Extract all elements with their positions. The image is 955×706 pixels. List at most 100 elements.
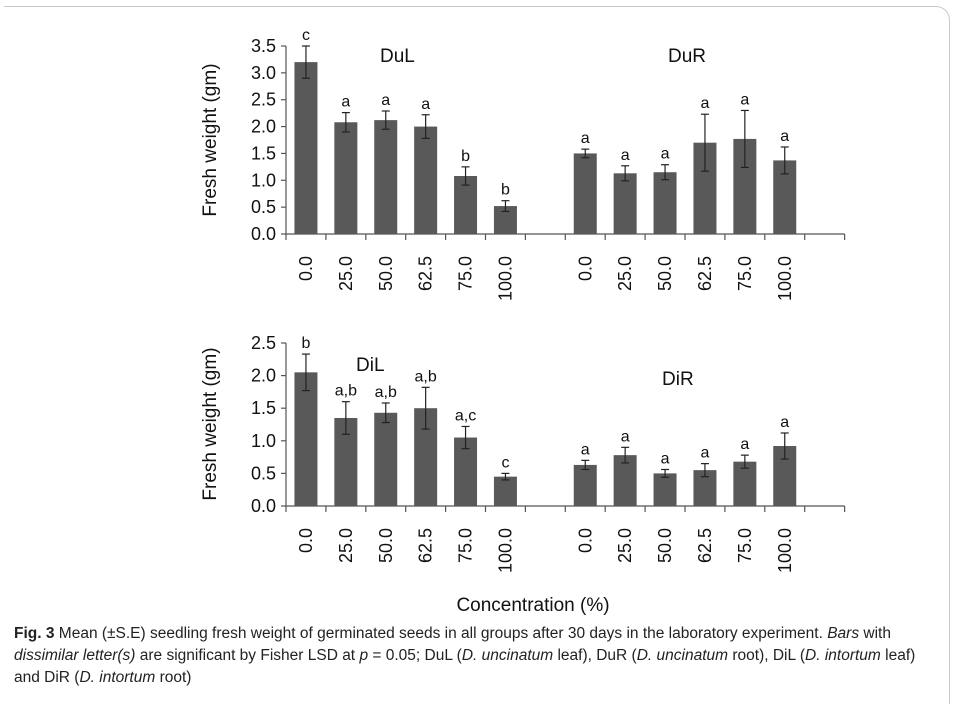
top-category-label: 62.5 (695, 256, 715, 291)
top-category-label: 0.0 (575, 256, 595, 281)
bottom-y-tick-label: 2.0 (251, 366, 276, 386)
top-y-tick-label: 1.5 (251, 143, 276, 163)
caption-text-5: are significant by Fisher LSD at (135, 647, 360, 664)
top-bar-DuR-3 (693, 142, 717, 234)
top-bar-DuR-2 (653, 172, 677, 234)
bottom-category-label: 25.0 (615, 528, 635, 563)
top-group-label: DuR (668, 46, 706, 67)
top-significance-letter: a (341, 94, 350, 111)
figure-caption: Fig. 3 Mean (±S.E) seedling fresh weight… (14, 623, 944, 689)
bottom-group-label: DiL (356, 355, 385, 376)
top-bar-DuR-0 (573, 153, 597, 234)
bottom-significance-letter: a (780, 414, 789, 431)
top-y-tick-label: 3.0 (251, 63, 276, 83)
bottom-y-tick-label: 1.0 (251, 431, 276, 451)
bottom-group-label: DiR (662, 369, 694, 390)
chart-top: 0.0 0.5 1.0 1.5 2.0 2.5 3.0 3.5 Fresh weight (gm… (200, 27, 846, 301)
bottom-y-tick-label: 0.0 (251, 496, 276, 516)
bottom-category-label: 0.0 (296, 528, 316, 553)
top-significance-letter: b (501, 182, 510, 199)
bottom-significance-letter: b (301, 335, 310, 352)
top-significance-letter: a (421, 96, 430, 113)
bottom-category-label: 100.0 (775, 528, 795, 573)
top-significance-letter: a (381, 92, 390, 109)
top-significance-letter: a (700, 95, 709, 112)
top-category-label: 75.0 (735, 256, 755, 291)
bottom-y-tick-label: 2.5 (251, 333, 276, 353)
bottom-category-label: 62.5 (695, 528, 715, 563)
top-bar-DuL-3 (414, 126, 438, 234)
bottom-bar-DiR-1 (613, 455, 637, 506)
bottom-bar-DiL-3 (414, 408, 438, 506)
caption-text-6: p (359, 647, 369, 664)
top-category-label: 50.0 (655, 256, 675, 291)
bottom-significance-letter: a,c (455, 407, 476, 424)
top-bar-DuL-0 (294, 62, 318, 234)
top-significance-letter: a (581, 130, 590, 147)
top-y-tick-label: 3.5 (251, 36, 276, 56)
top-y-tick-label: 2.5 (251, 90, 276, 110)
bottom-bar-DiR-3 (693, 470, 717, 506)
bottom-y-axis-title: Fresh weight (gm) (200, 347, 221, 500)
bottom-bar-DiR-2 (653, 473, 677, 506)
bottom-significance-letter: a (740, 436, 749, 453)
caption-text-1: Mean (±S.E) seedling fresh weight of ger… (54, 625, 828, 642)
top-bar-DuR-5 (773, 160, 797, 234)
bottom-significance-letter: c (501, 454, 509, 471)
caption-text-3: with (859, 625, 891, 642)
caption-text-14: D. intortum (79, 669, 156, 686)
bottom-category-label: 100.0 (495, 528, 515, 573)
caption-text-9: leaf), DuR ( (553, 647, 637, 664)
top-category-label: 50.0 (376, 256, 396, 291)
bottom-bar-DiL-2 (374, 412, 398, 506)
top-bar-DuL-1 (334, 122, 358, 234)
caption-text-13: leaf) and DiR ( (14, 647, 916, 686)
caption-label: Fig. 3 (14, 625, 55, 642)
top-category-label: 0.0 (296, 256, 316, 281)
top-category-label: 62.5 (416, 256, 436, 291)
top-category-label: 75.0 (456, 256, 476, 291)
top-y-tick-label: 1.0 (251, 170, 276, 190)
x-axis-title: Concentration (%) (456, 595, 609, 616)
top-significance-letter: a (621, 147, 630, 164)
top-significance-letter: a (661, 146, 670, 163)
top-bar-DuL-5 (493, 206, 517, 234)
bottom-bar-DiL-1 (334, 417, 358, 506)
bottom-significance-letter: a (621, 428, 630, 445)
bottom-significance-letter: a,b (375, 384, 397, 401)
bottom-y-tick-label: 1.5 (251, 398, 276, 418)
top-bar-DuR-4 (733, 138, 757, 234)
bottom-significance-letter: a (700, 445, 709, 462)
caption-text-4: dissimilar letter(s) (14, 647, 136, 664)
top-y-tick-label: 2.0 (251, 117, 276, 137)
bottom-significance-letter: a,b (335, 383, 357, 400)
top-significance-letter: a (780, 128, 789, 145)
bottom-bar-DiR-4 (733, 461, 757, 506)
bottom-category-label: 25.0 (336, 528, 356, 563)
caption-text-8: D. uncinatum (461, 647, 554, 664)
caption-text-11: root), DiL ( (728, 647, 806, 664)
caption-text-10: D. uncinatum (636, 647, 729, 664)
bottom-bar-DiL-5 (493, 476, 517, 506)
bottom-category-label: 50.0 (655, 528, 675, 563)
top-group-label: DuL (380, 46, 415, 67)
top-significance-letter: b (461, 148, 470, 165)
top-category-label: 100.0 (495, 256, 515, 301)
top-y-axis-title: Fresh weight (gm) (200, 63, 221, 216)
bottom-y-tick-label: 0.5 (251, 463, 276, 483)
bottom-significance-letter: a (661, 450, 670, 467)
caption-text-7: = 0.05; DuL ( (368, 647, 462, 664)
top-category-label: 25.0 (615, 256, 635, 291)
bottom-bar-DiR-0 (573, 464, 597, 506)
bottom-category-label: 50.0 (376, 528, 396, 563)
bottom-significance-letter: a,b (415, 368, 437, 385)
top-category-label: 100.0 (775, 256, 795, 301)
bottom-significance-letter: a (581, 441, 590, 458)
bottom-bar-DiL-0 (294, 372, 318, 506)
bottom-category-label: 62.5 (416, 528, 436, 563)
top-bar-DuL-4 (454, 175, 478, 234)
caption-text-15: root) (155, 669, 192, 686)
top-y-tick-label: 0.5 (251, 197, 276, 217)
chart-bottom: 0.0 0.5 1.0 1.5 2.0 2.5 Fresh weight (gm) DiL b 0… (200, 333, 846, 573)
